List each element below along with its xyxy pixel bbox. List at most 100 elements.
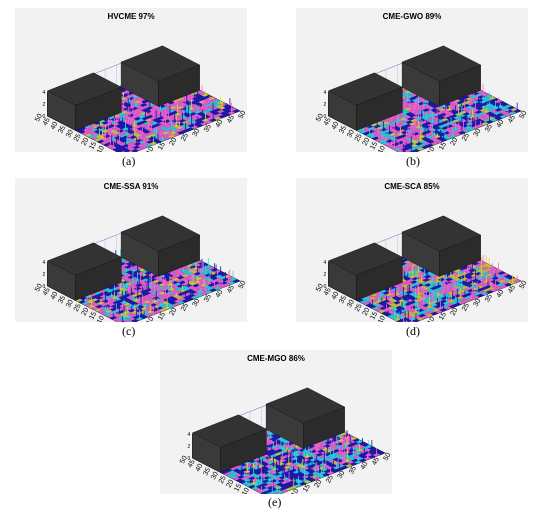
obstacle-top [47, 242, 122, 276]
coverage-cell [291, 482, 300, 486]
coverage-cell [84, 303, 93, 307]
coverage-cell [279, 484, 287, 488]
coverage-cell [160, 126, 168, 130]
coverage-cell [202, 268, 211, 272]
coverage-cell [491, 268, 500, 272]
coverage-cell [206, 108, 214, 112]
coverage-cell [505, 279, 514, 283]
coverage-cell [173, 274, 182, 278]
caption-b: (b) [406, 154, 420, 168]
coverage-cell [177, 301, 185, 305]
coverage-cell [371, 136, 380, 140]
coverage-cell [348, 457, 356, 461]
coverage-cell [445, 303, 454, 307]
coverage-cell [216, 109, 225, 114]
coverage-cell [450, 301, 459, 305]
coverage-cell [260, 483, 269, 487]
coverage-cell [289, 443, 298, 447]
coverage-cell [204, 111, 213, 116]
coverage-cell [265, 481, 273, 485]
coverage-cell [476, 115, 485, 119]
coverage-cell [232, 468, 241, 472]
coverage-cell [96, 293, 105, 297]
coverage-cell [86, 130, 94, 134]
coverage-cell [315, 453, 324, 457]
coverage-cell [418, 143, 426, 148]
coverage-cell [412, 149, 420, 152]
y-tick-label: 25 [354, 303, 364, 313]
coverage-cell [158, 121, 167, 125]
coverage-cell [390, 129, 398, 133]
coverage-cell [331, 444, 339, 448]
coverage-cell [351, 442, 359, 446]
coverage-cell [418, 313, 426, 318]
coverage-cell [201, 263, 209, 267]
coverage-cell [285, 462, 293, 466]
coverage-cell [422, 295, 431, 299]
coverage-cell [460, 107, 469, 111]
coverage-cell [127, 300, 136, 304]
coverage-cell [482, 288, 491, 292]
coverage-cell [473, 267, 481, 271]
coverage-cell [195, 98, 203, 102]
coverage-cell [462, 129, 471, 133]
coverage-cell [308, 470, 316, 474]
coverage-cell [368, 126, 377, 130]
coverage-cell [385, 301, 394, 305]
coverage-cell [456, 100, 464, 105]
y-tick-label: 10 [377, 315, 387, 322]
coverage-cell [417, 280, 426, 284]
coverage-cell [401, 321, 407, 322]
coverage-cell [103, 143, 111, 147]
y-tick-label: 20 [362, 307, 372, 317]
coverage-cell [375, 308, 383, 312]
coverage-cell [223, 472, 232, 476]
coverage-cell [480, 96, 489, 101]
coverage-cell [143, 308, 151, 312]
coverage-cell [474, 118, 483, 123]
coverage-cell [403, 107, 412, 111]
coverage-cell [473, 113, 481, 118]
coverage-cell [285, 487, 293, 491]
z-tick-label: 2 [324, 102, 327, 108]
coverage-cell [204, 120, 213, 124]
coverage-cell [499, 284, 508, 289]
coverage-cell [425, 143, 434, 147]
coverage-cell [501, 111, 509, 115]
coverage-cell [195, 277, 203, 281]
coverage-cell [207, 266, 216, 270]
coverage-cell [483, 98, 492, 102]
coverage-cell [458, 292, 466, 296]
coverage-cell [422, 286, 431, 291]
coverage-cell [134, 303, 142, 308]
coverage-cell [424, 283, 432, 287]
coverage-cell [144, 110, 153, 114]
coverage-cell [361, 443, 370, 447]
coverage-cell [155, 298, 164, 302]
coverage-cell [493, 273, 501, 277]
coverage-cell [368, 305, 377, 309]
coverage-cell [92, 303, 101, 307]
coverage-cell [229, 475, 238, 479]
coverage-cell [459, 110, 468, 115]
coverage-cell [93, 299, 102, 304]
coverage-cell [499, 106, 508, 110]
coverage-cell [285, 479, 293, 483]
x-tick-label: 40 [496, 289, 506, 299]
coverage-cell [133, 108, 142, 112]
coverage-cell [193, 110, 202, 114]
coverage-cell [388, 132, 397, 137]
coverage-cell [377, 293, 386, 297]
coverage-cell [116, 112, 125, 116]
coverage-cell [187, 294, 196, 298]
coverage-cell [212, 281, 220, 285]
coverage-cell [381, 294, 389, 298]
coverage-cell [419, 98, 427, 102]
coverage-cell [355, 457, 364, 461]
coverage-cell [397, 112, 406, 116]
coverage-cell [176, 97, 185, 101]
coverage-cell [496, 113, 505, 117]
coverage-cell [75, 128, 84, 132]
coverage-cell [181, 299, 190, 303]
z-tick-label: 2 [43, 102, 46, 108]
